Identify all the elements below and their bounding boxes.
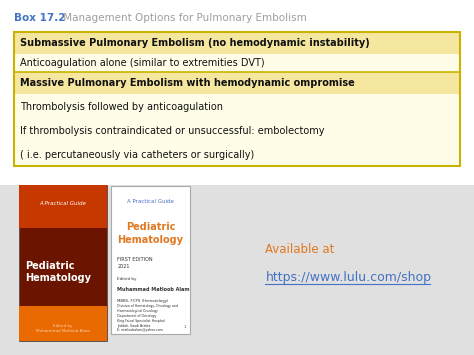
Text: Anticoagulation alone (similar to extremities DVT): Anticoagulation alone (similar to extrem…: [20, 58, 264, 68]
Text: Massive Pulmonary Embolism with hemodynamic ompromise: Massive Pulmonary Embolism with hemodyna…: [20, 78, 355, 88]
Text: Available at: Available at: [265, 243, 335, 256]
Text: MBBS, FCPS (Hematology): MBBS, FCPS (Hematology): [118, 299, 169, 303]
Bar: [14, 32, 460, 54]
Bar: [0, 185, 474, 355]
Text: FIRST EDITION
2021: FIRST EDITION 2021: [118, 257, 153, 269]
Bar: [19, 185, 107, 228]
Text: Edited by: Edited by: [118, 277, 137, 281]
Text: ( i.e. percutaneously via catheters or surgically): ( i.e. percutaneously via catheters or s…: [20, 150, 254, 160]
Text: If thrombolysis contraindicated or unsuccessful: embolectomy: If thrombolysis contraindicated or unsuc…: [20, 126, 325, 136]
Text: Box 17.2: Box 17.2: [14, 13, 65, 23]
Bar: [111, 186, 190, 334]
Text: Submassive Pulmonary Embolism (no hemodynamic instability): Submassive Pulmonary Embolism (no hemody…: [20, 38, 370, 48]
Text: A Practical Guide: A Practical Guide: [39, 201, 86, 206]
Bar: [14, 54, 460, 72]
Bar: [14, 94, 460, 119]
Text: https://www.lulu.com/shop: https://www.lulu.com/shop: [265, 271, 431, 284]
Text: Pediatric
Hematology: Pediatric Hematology: [25, 261, 91, 283]
Text: 1: 1: [183, 325, 186, 329]
Text: Management Options for Pulmonary Embolism: Management Options for Pulmonary Embolis…: [60, 13, 307, 23]
Text: Pediatric
Hematology: Pediatric Hematology: [118, 222, 183, 245]
Text: Division of Hematology, Oncology and
Haematological Oncology
Department of Oncol: Division of Hematology, Oncology and Hae…: [118, 304, 178, 333]
Bar: [19, 306, 107, 341]
Bar: [14, 119, 460, 143]
Bar: [19, 185, 107, 341]
Text: Thrombolysis followed by anticoagulation: Thrombolysis followed by anticoagulation: [20, 102, 223, 111]
Bar: [14, 32, 460, 166]
Text: A Practical Guide: A Practical Guide: [127, 198, 174, 204]
Text: Edited by
Muhammad Matloob Alam: Edited by Muhammad Matloob Alam: [36, 324, 90, 333]
Text: Muhammad Matloob Alam: Muhammad Matloob Alam: [118, 287, 190, 292]
Bar: [14, 143, 460, 166]
Bar: [14, 72, 460, 94]
